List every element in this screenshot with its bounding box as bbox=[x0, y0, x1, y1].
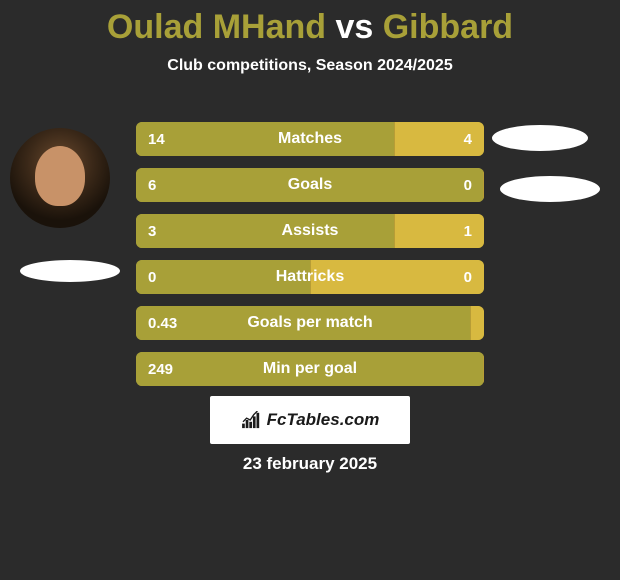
page-title: Oulad MHand vs Gibbard bbox=[0, 8, 620, 47]
stat-label: Goals per match bbox=[136, 306, 484, 340]
source-badge-text: FcTables.com bbox=[267, 410, 380, 430]
player2-ellipse-1 bbox=[492, 125, 588, 151]
player2-ellipse-2 bbox=[500, 176, 600, 202]
subtitle: Club competitions, Season 2024/2025 bbox=[0, 57, 620, 75]
stat-label: Matches bbox=[136, 122, 484, 156]
stat-label: Assists bbox=[136, 214, 484, 248]
stat-row: 0.43Goals per match bbox=[136, 306, 484, 340]
stat-bars: 144Matches 60Goals 31Assists 00Hattricks 0.4… bbox=[136, 122, 484, 398]
stat-label: Min per goal bbox=[136, 352, 484, 386]
stat-row: 60Goals bbox=[136, 168, 484, 202]
stat-row: 144Matches bbox=[136, 122, 484, 156]
player1-shadow-ellipse bbox=[20, 260, 120, 282]
title-vs: vs bbox=[326, 8, 383, 46]
fctables-logo-icon bbox=[241, 411, 263, 429]
stat-row: 31Assists bbox=[136, 214, 484, 248]
stat-row: 249Min per goal bbox=[136, 352, 484, 386]
stat-row: 00Hattricks bbox=[136, 260, 484, 294]
stat-label: Hattricks bbox=[136, 260, 484, 294]
stat-label: Goals bbox=[136, 168, 484, 202]
source-badge: FcTables.com bbox=[210, 396, 410, 444]
title-player2: Gibbard bbox=[383, 8, 513, 46]
title-player1: Oulad MHand bbox=[107, 8, 326, 46]
date-label: 23 february 2025 bbox=[0, 454, 620, 474]
player1-avatar bbox=[10, 128, 110, 228]
comparison-infographic: Oulad MHand vs Gibbard Club competitions… bbox=[0, 0, 620, 580]
